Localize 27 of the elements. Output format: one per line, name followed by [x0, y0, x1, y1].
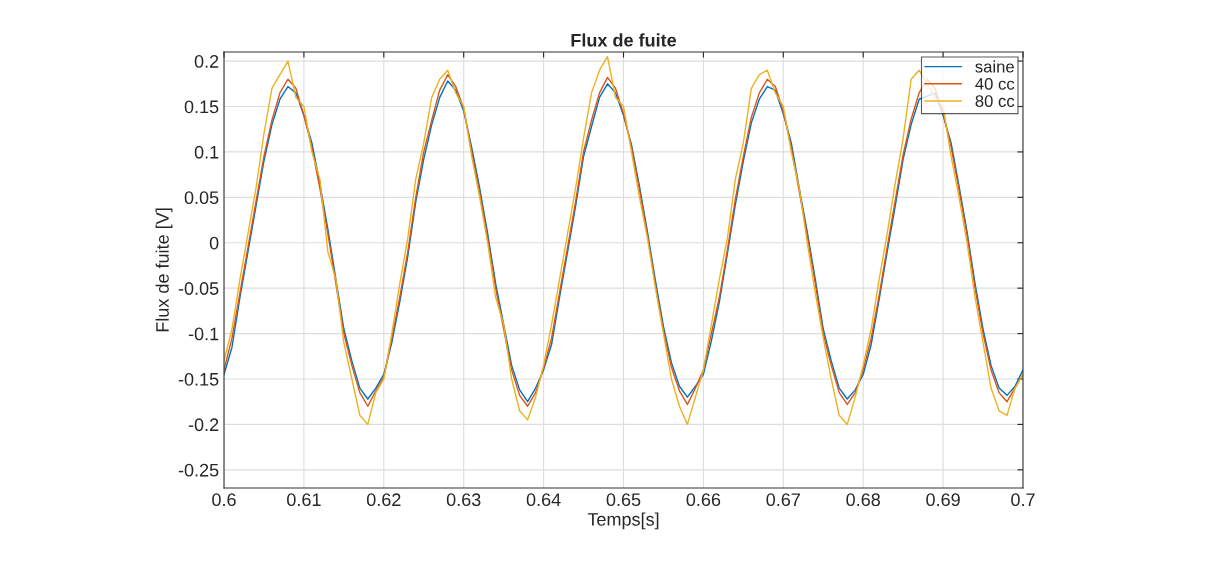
- y-tick-label: -0.15: [178, 372, 219, 386]
- legend-label: 80 cc: [975, 95, 1015, 107]
- x-tick-label: 0.68: [846, 493, 880, 507]
- x-axis-title: Temps[s]: [587, 512, 659, 530]
- x-tick-label: 0.62: [366, 493, 401, 507]
- y-tick-label: 0.1: [194, 145, 219, 159]
- y-tick-label: -0.1: [188, 327, 219, 341]
- x-tick-label: 0.61: [287, 493, 321, 507]
- y-tick-label: 0.15: [184, 100, 219, 114]
- y-axis-title: Flux de fuite [V]: [155, 208, 173, 332]
- x-tick-label: 0.64: [526, 493, 561, 507]
- y-tick-label: 0.2: [194, 55, 219, 68]
- y-tick-label: -0.05: [178, 282, 219, 295]
- x-tick-label: 0.6: [212, 493, 236, 507]
- x-tick-label: 0.7: [1011, 493, 1035, 507]
- y-tick-label: 0: [209, 236, 219, 250]
- x-tick-label: 0.69: [926, 493, 960, 507]
- chart-title: Flux de fuite: [571, 33, 677, 47]
- y-tick-label: -0.25: [178, 463, 219, 477]
- legend-label: saine: [975, 60, 1014, 73]
- legend-label: 40 cc: [975, 77, 1015, 90]
- x-tick-label: 0.63: [446, 493, 481, 507]
- x-tick-label: 0.67: [766, 493, 800, 507]
- y-tick-label: 0.05: [184, 191, 219, 205]
- y-tick-label: -0.2: [188, 418, 219, 432]
- x-tick-label: 0.66: [686, 493, 721, 507]
- x-tick-label: 0.65: [606, 493, 641, 507]
